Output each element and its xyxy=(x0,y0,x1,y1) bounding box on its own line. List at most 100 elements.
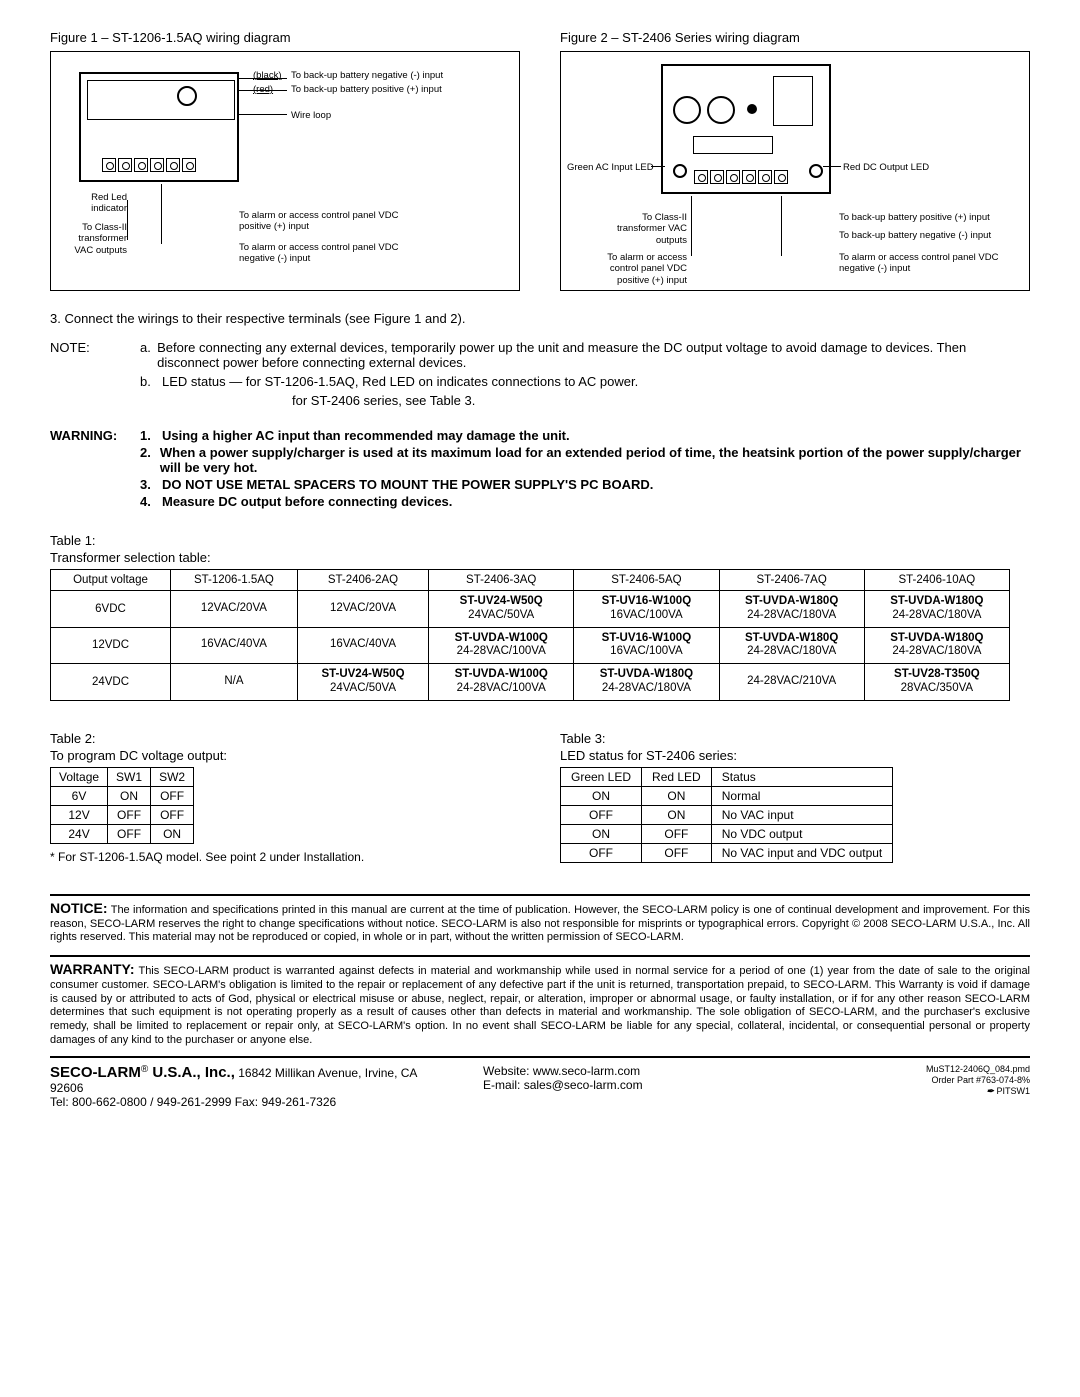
note-b1: LED status — for ST-1206-1.5AQ, Red LED … xyxy=(162,374,638,389)
figure-1: Figure 1 – ST-1206-1.5AQ wiring diagram … xyxy=(50,30,520,291)
table3-cell: ON xyxy=(561,786,642,805)
note-label: NOTE: xyxy=(50,340,140,412)
table1-cell: N/A xyxy=(170,664,297,701)
warning-4: Measure DC output before connecting devi… xyxy=(162,494,452,509)
fig2-alarm-neg: To alarm or access control panel VDC neg… xyxy=(839,252,1019,275)
fig1-backup-neg: To back-up battery negative (-) input xyxy=(291,70,443,81)
table3-cell: Normal xyxy=(711,786,893,805)
fig2-class2: To Class-II transformer VAC outputs xyxy=(607,212,687,246)
table1-header: ST-2406-2AQ xyxy=(297,570,428,591)
table3-cell: OFF xyxy=(561,843,642,862)
table1-cell: 24-28VAC/210VA xyxy=(719,664,864,701)
footer-company: U.S.A., Inc., xyxy=(148,1064,235,1081)
table1-cell: 12VDC xyxy=(51,627,171,664)
table1-cell: ST-UV24-W50Q24VAC/50VA xyxy=(429,591,574,628)
table2-cell: 24V xyxy=(51,824,108,843)
figure-1-title: Figure 1 – ST-1206-1.5AQ wiring diagram xyxy=(50,30,520,45)
table3-cell: OFF xyxy=(642,824,712,843)
table3-title2: LED status for ST-2406 series: xyxy=(560,748,1030,763)
tables-2-3-row: Table 2: To program DC voltage output: V… xyxy=(50,721,1030,864)
table2-cell: ON xyxy=(151,824,194,843)
note-block: NOTE: a. Before connecting any external … xyxy=(50,340,1030,412)
figure-2-diagram: Green AC Input LED Red DC Output LED To … xyxy=(560,51,1030,291)
table3-cell: ON xyxy=(561,824,642,843)
table2-cell: OFF xyxy=(108,805,151,824)
table2-header: SW1 xyxy=(108,767,151,786)
table1-cell: ST-UVDA-W180Q24-28VAC/180VA xyxy=(864,591,1009,628)
table1-cell: ST-UV16-W100Q16VAC/100VA xyxy=(574,591,719,628)
table1-cell: 12VAC/20VA xyxy=(170,591,297,628)
table3-header: Status xyxy=(711,767,893,786)
fig2-alarm-pos: To alarm or access control panel VDC pos… xyxy=(577,252,687,286)
table1-cell: 12VAC/20VA xyxy=(297,591,428,628)
fig1-wire-loop: Wire loop xyxy=(291,110,331,121)
table1-header: ST-2406-7AQ xyxy=(719,570,864,591)
figures-row: Figure 1 – ST-1206-1.5AQ wiring diagram … xyxy=(50,30,1030,291)
table2-title2: To program DC voltage output: xyxy=(50,748,520,763)
table1-cell: ST-UVDA-W180Q24-28VAC/180VA xyxy=(719,627,864,664)
table1-cell: ST-UVDA-W180Q24-28VAC/180VA xyxy=(864,627,1009,664)
table2-footnote: * For ST-1206-1.5AQ model. See point 2 u… xyxy=(50,850,520,864)
table1-cell: 24VDC xyxy=(51,664,171,701)
table1-cell: 6VDC xyxy=(51,591,171,628)
table3-cell: OFF xyxy=(561,805,642,824)
note-b-letter: b. xyxy=(140,374,162,389)
table1-cell: 16VAC/40VA xyxy=(297,627,428,664)
fig1-alarm-neg: To alarm or access control panel VDC neg… xyxy=(239,242,429,265)
table1-cell: ST-UVDA-W100Q24-28VAC/100VA xyxy=(429,664,574,701)
step-3: 3. Connect the wirings to their respecti… xyxy=(50,311,1030,326)
warning-label: WARNING: xyxy=(50,428,140,511)
footer-email: E-mail: sales@seco-larm.com xyxy=(483,1078,643,1092)
table3-header: Green LED xyxy=(561,767,642,786)
note-b2: for ST-2406 series, see Table 3. xyxy=(162,393,475,408)
table1-header: ST-2406-3AQ xyxy=(429,570,574,591)
table2-cell: OFF xyxy=(151,805,194,824)
table1-cell: ST-UV28-T350Q28VAC/350VA xyxy=(864,664,1009,701)
warning-1: Using a higher AC input than recommended… xyxy=(162,428,570,443)
table1-cell: ST-UVDA-W100Q24-28VAC/100VA xyxy=(429,627,574,664)
note-a-letter: a. xyxy=(140,340,157,370)
warranty-text: This SECO-LARM product is warranted agai… xyxy=(50,965,1030,1046)
fig2-backup-pos: To back-up battery positive (+) input xyxy=(839,212,1019,223)
fig1-red-led: Red Led indicator xyxy=(67,192,127,215)
table3-title1: Table 3: xyxy=(560,731,1030,746)
table1-cell: ST-UV24-W50Q24VAC/50VA xyxy=(297,664,428,701)
footer-pitsw: PITSW1 xyxy=(996,1086,1030,1096)
footer-doc: MuST12-2406Q_084.pmd xyxy=(926,1064,1030,1074)
table3-cell: ON xyxy=(642,805,712,824)
table3-cell: ON xyxy=(642,786,712,805)
fig1-black: (black) xyxy=(253,70,282,81)
footer-tel: Tel: 800-662-0800 / 949-261-2999 Fax: 94… xyxy=(50,1095,336,1109)
warning-3: DO NOT USE METAL SPACERS TO MOUNT THE PO… xyxy=(162,477,653,492)
table1-header: ST-1206-1.5AQ xyxy=(170,570,297,591)
table1-cell: ST-UVDA-W180Q24-28VAC/180VA xyxy=(719,591,864,628)
table-3: Green LEDRed LEDStatus ONONNormalOFFONNo… xyxy=(560,767,893,863)
fig1-class2: To Class-II transformer VAC outputs xyxy=(57,222,127,256)
table3-cell: No VAC input and VDC output xyxy=(711,843,893,862)
warranty-block: WARRANTY: This SECO-LARM product is warr… xyxy=(50,961,1030,1048)
table1-cell: ST-UVDA-W180Q24-28VAC/180VA xyxy=(574,664,719,701)
note-a: Before connecting any external devices, … xyxy=(157,340,1030,370)
table3-cell: No VAC input xyxy=(711,805,893,824)
table2-cell: 12V xyxy=(51,805,108,824)
table2-header: Voltage xyxy=(51,767,108,786)
fig1-alarm-pos: To alarm or access control panel VDC pos… xyxy=(239,210,429,233)
table1-cell: 16VAC/40VA xyxy=(170,627,297,664)
table2-cell: ON xyxy=(108,786,151,805)
footer-part: Order Part #763-074-8% xyxy=(931,1075,1030,1085)
table-2: VoltageSW1SW2 6VONOFF12VOFFOFF24VOFFON xyxy=(50,767,194,844)
table1-title2: Transformer selection table: xyxy=(50,550,1030,565)
footer-brand: SECO-LARM xyxy=(50,1064,141,1081)
footer: SECO-LARM® U.S.A., Inc., 16842 Millikan … xyxy=(50,1056,1030,1109)
table3-header: Red LED xyxy=(642,767,712,786)
table1-cell: ST-UV16-W100Q16VAC/100VA xyxy=(574,627,719,664)
table2-cell: OFF xyxy=(108,824,151,843)
warning-2: When a power supply/charger is used at i… xyxy=(160,445,1030,475)
notice-label: NOTICE: xyxy=(50,900,108,916)
fig2-red-led: Red DC Output LED xyxy=(843,162,929,173)
warranty-label: WARRANTY: xyxy=(50,961,135,977)
fig2-green-led: Green AC Input LED xyxy=(567,162,654,173)
table1-header: Output voltage xyxy=(51,570,171,591)
notice-text: The information and specifications print… xyxy=(50,904,1030,944)
warning-block: WARNING: 1.Using a higher AC input than … xyxy=(50,428,1030,511)
